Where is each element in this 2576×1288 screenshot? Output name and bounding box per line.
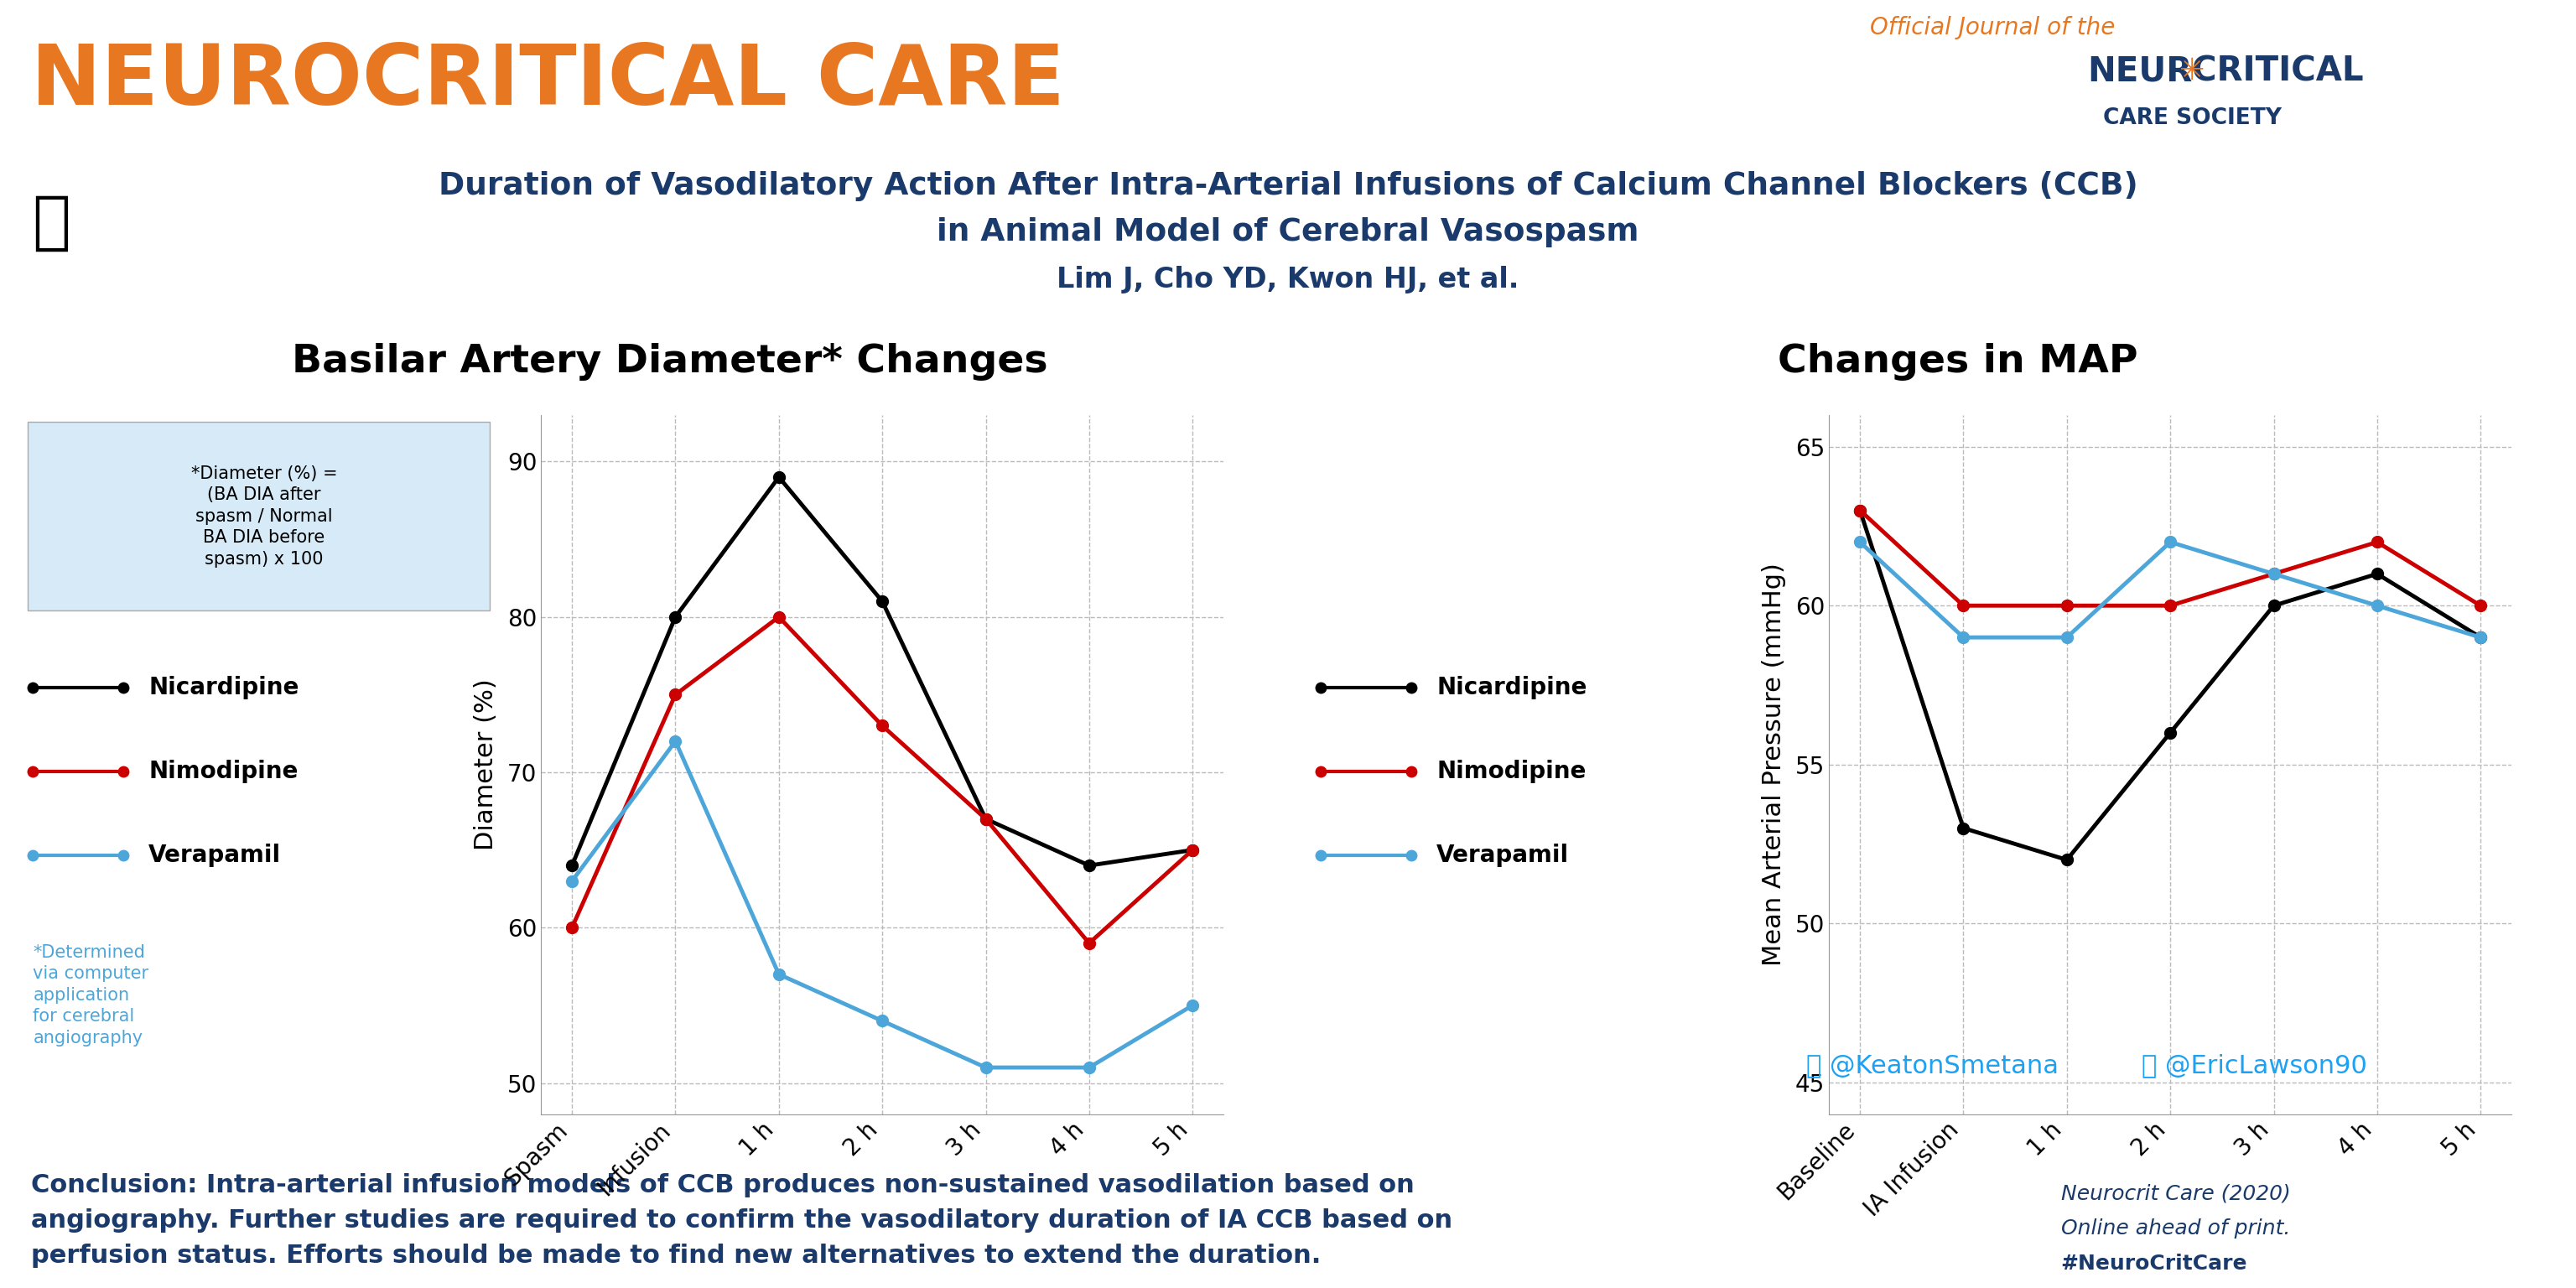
FancyBboxPatch shape [28,422,489,611]
Y-axis label: Diameter (%): Diameter (%) [474,679,497,850]
Text: Conclusion: Intra-arterial infusion models of CCB produces non-sustained vasodil: Conclusion: Intra-arterial infusion mode… [31,1173,1453,1267]
Text: Changes in MAP: Changes in MAP [1777,343,2138,380]
Text: 🐇: 🐇 [33,192,70,254]
Text: Official Journal of the: Official Journal of the [1870,15,2115,39]
FancyBboxPatch shape [1834,37,2550,146]
Text: in Animal Model of Cerebral Vasospasm: in Animal Model of Cerebral Vasospasm [938,216,1638,247]
Text: 🐦 @KeatonSmetana: 🐦 @KeatonSmetana [1806,1054,2058,1078]
Text: CARE SOCIETY: CARE SOCIETY [2102,108,2282,130]
Text: *Determined
via computer
application
for cerebral
angiography: *Determined via computer application for… [33,944,149,1047]
Text: #NeuroCritCare: #NeuroCritCare [2061,1253,2246,1274]
Text: Basilar Artery Diameter* Changes: Basilar Artery Diameter* Changes [291,343,1048,380]
Text: NEUROCRITICAL CARE: NEUROCRITICAL CARE [31,41,1064,122]
Text: Lim J, Cho YD, Kwon HJ, et al.: Lim J, Cho YD, Kwon HJ, et al. [1056,265,1520,294]
Text: Duration of Vasodilatory Action After Intra-Arterial Infusions of Calcium Channe: Duration of Vasodilatory Action After In… [438,171,2138,201]
Text: Neurocrit Care (2020): Neurocrit Care (2020) [2061,1184,2290,1203]
Text: *Diameter (%) =
(BA DIA after
spasm / Normal
BA DIA before
spasm) x 100: *Diameter (%) = (BA DIA after spasm / No… [191,465,337,568]
Text: Nicardipine: Nicardipine [149,676,299,699]
Text: Online ahead of print.: Online ahead of print. [2061,1218,2290,1239]
Text: Verapamil: Verapamil [149,844,281,867]
Text: 🐦 @EricLawson90: 🐦 @EricLawson90 [2141,1054,2367,1078]
Text: ✳: ✳ [2179,57,2205,86]
Text: NEUR: NEUR [2087,54,2192,88]
Text: Verapamil: Verapamil [1437,844,1569,867]
Text: CRITICAL: CRITICAL [2192,54,2365,88]
Text: Nimodipine: Nimodipine [149,760,299,783]
Text: Nicardipine: Nicardipine [1437,676,1587,699]
Text: Nimodipine: Nimodipine [1437,760,1587,783]
Y-axis label: Mean Arterial Pressure (mmHg): Mean Arterial Pressure (mmHg) [1762,563,1785,966]
